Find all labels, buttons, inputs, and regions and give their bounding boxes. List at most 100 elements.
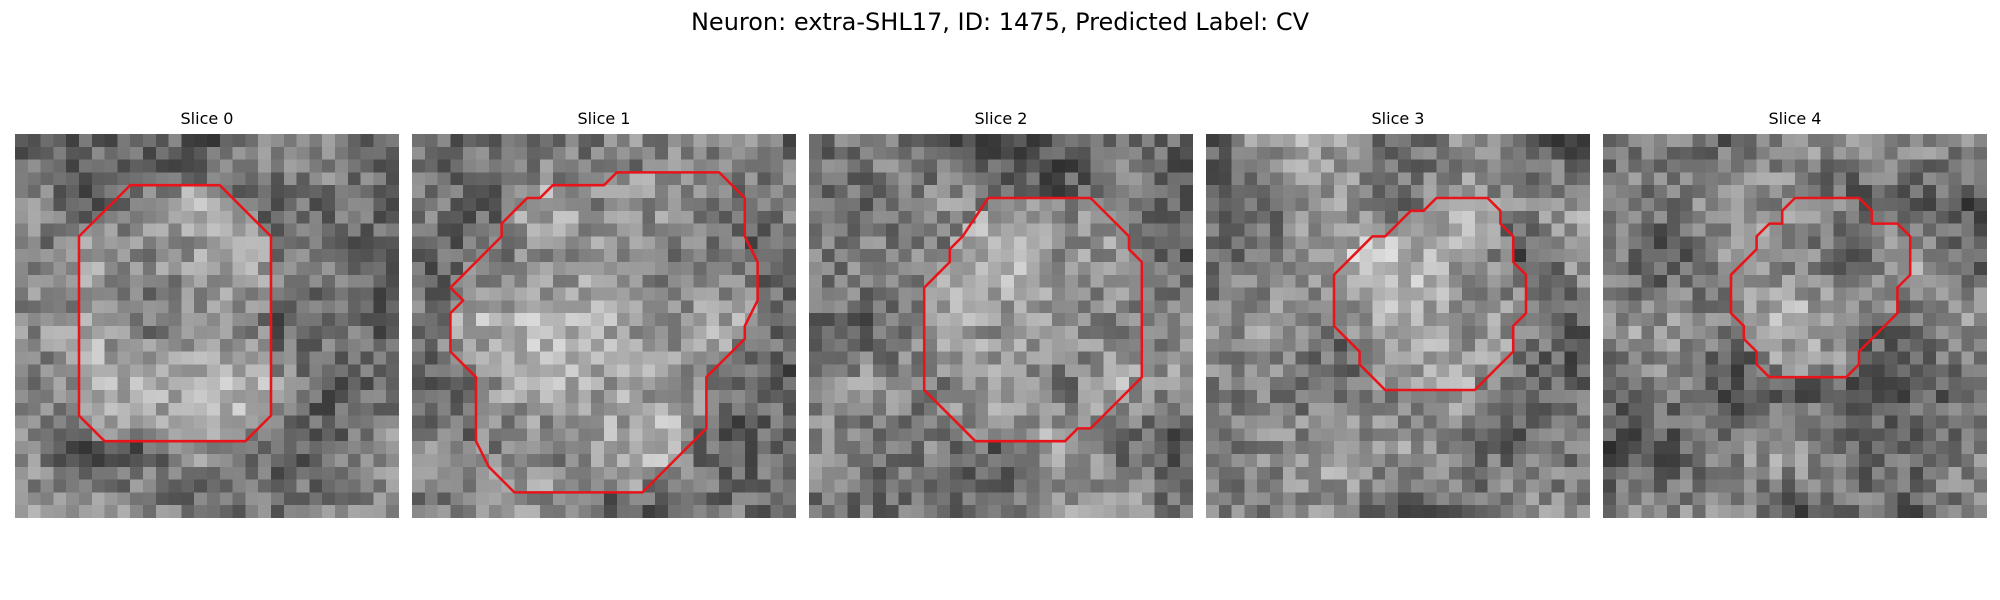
image-pixel xyxy=(40,466,54,480)
image-pixel xyxy=(1077,134,1091,148)
image-pixel xyxy=(629,326,643,340)
image-pixel xyxy=(412,428,426,442)
image-pixel xyxy=(514,441,528,455)
image-pixel xyxy=(1782,441,1796,455)
image-pixel xyxy=(1615,377,1629,391)
image-pixel xyxy=(386,479,399,493)
image-pixel xyxy=(219,364,233,378)
image-pixel xyxy=(1667,223,1681,237)
image-pixel xyxy=(834,466,848,480)
image-pixel xyxy=(770,326,784,340)
image-pixel xyxy=(1090,287,1104,301)
image-pixel xyxy=(1577,159,1590,173)
image-pixel xyxy=(1218,134,1232,148)
image-pixel xyxy=(527,466,541,480)
image-pixel xyxy=(283,236,297,250)
image-pixel xyxy=(937,466,951,480)
image-pixel xyxy=(1423,146,1437,160)
image-pixel xyxy=(1564,492,1578,506)
image-pixel xyxy=(629,428,643,442)
image-pixel xyxy=(949,210,963,224)
image-pixel xyxy=(1218,236,1232,250)
image-pixel xyxy=(1372,390,1386,404)
image-pixel xyxy=(847,492,861,506)
image-pixel xyxy=(1718,441,1732,455)
image-pixel xyxy=(514,415,528,429)
image-pixel xyxy=(1334,300,1348,314)
image-pixel xyxy=(271,313,285,327)
image-pixel xyxy=(1948,454,1962,468)
image-pixel xyxy=(527,159,541,173)
image-pixel xyxy=(885,210,899,224)
image-pixel xyxy=(296,338,310,352)
image-pixel xyxy=(860,300,874,314)
image-pixel xyxy=(1820,390,1834,404)
image-pixel xyxy=(1551,390,1565,404)
image-pixel xyxy=(488,172,502,186)
image-pixel xyxy=(1039,287,1053,301)
image-pixel xyxy=(1372,210,1386,224)
image-pixel xyxy=(476,262,490,276)
image-pixel xyxy=(117,236,131,250)
image-pixel xyxy=(488,479,502,493)
image-pixel xyxy=(1692,466,1706,480)
image-pixel xyxy=(1846,505,1860,518)
image-pixel xyxy=(1846,172,1860,186)
image-pixel xyxy=(27,402,41,416)
image-pixel xyxy=(1154,454,1168,468)
image-pixel xyxy=(1743,198,1757,212)
image-pixel xyxy=(719,505,733,518)
image-pixel xyxy=(668,236,682,250)
image-pixel xyxy=(565,415,579,429)
image-pixel xyxy=(130,326,144,340)
image-pixel xyxy=(1321,338,1335,352)
image-pixel xyxy=(1871,415,1885,429)
image-pixel xyxy=(66,262,80,276)
image-pixel xyxy=(181,505,195,518)
image-pixel xyxy=(79,198,93,212)
image-pixel xyxy=(757,364,771,378)
image-pixel xyxy=(1846,454,1860,468)
image-pixel xyxy=(1385,441,1399,455)
image-pixel xyxy=(1718,236,1732,250)
image-pixel xyxy=(1615,364,1629,378)
image-pixel xyxy=(463,505,477,518)
image-pixel xyxy=(809,479,823,493)
image-pixel xyxy=(975,338,989,352)
image-pixel xyxy=(168,249,182,263)
image-pixel xyxy=(79,351,93,365)
image-pixel xyxy=(40,172,54,186)
image-pixel xyxy=(463,274,477,288)
image-pixel xyxy=(578,377,592,391)
image-pixel xyxy=(1795,492,1809,506)
image-pixel xyxy=(604,351,618,365)
image-pixel xyxy=(271,185,285,199)
image-pixel xyxy=(1359,185,1373,199)
image-pixel xyxy=(1385,185,1399,199)
image-pixel xyxy=(283,351,297,365)
image-pixel xyxy=(1436,390,1450,404)
image-pixel xyxy=(1116,441,1130,455)
image-pixel xyxy=(181,428,195,442)
image-pixel xyxy=(668,249,682,263)
image-pixel xyxy=(847,185,861,199)
image-pixel xyxy=(1705,249,1719,263)
image-pixel xyxy=(642,326,656,340)
image-pixel xyxy=(1935,479,1949,493)
image-pixel xyxy=(1270,146,1284,160)
image-pixel xyxy=(591,338,605,352)
image-pixel xyxy=(1385,274,1399,288)
image-pixel xyxy=(207,223,221,237)
image-pixel xyxy=(578,351,592,365)
image-pixel xyxy=(1334,146,1348,160)
image-pixel xyxy=(1206,364,1220,378)
image-pixel xyxy=(1039,198,1053,212)
image-pixel xyxy=(1039,326,1053,340)
image-pixel xyxy=(1846,223,1860,237)
image-pixel xyxy=(668,210,682,224)
image-pixel xyxy=(898,402,912,416)
image-pixel xyxy=(1334,390,1348,404)
image-pixel xyxy=(988,236,1002,250)
image-pixel xyxy=(373,415,387,429)
image-pixel xyxy=(501,172,515,186)
